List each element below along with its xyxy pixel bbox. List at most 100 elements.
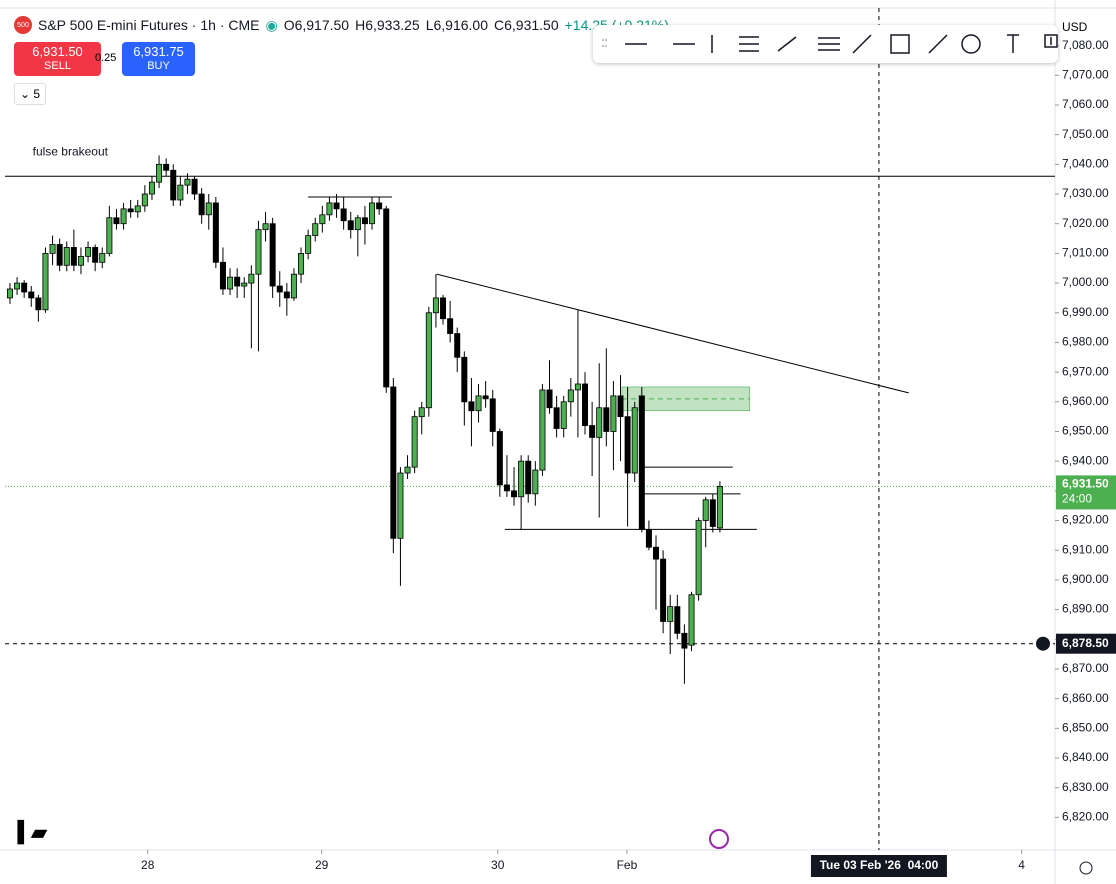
symbol-title[interactable]: S&P 500 E-mini Futures · 1h · CME [38,17,260,33]
y-tick-label: 6,920.00 [1062,513,1109,527]
candle-body [70,247,77,266]
y-tick-label: 7,080.00 [1062,38,1109,52]
low: L6,916.00 [425,17,488,33]
candle-body [560,401,567,429]
y-tick-label: 7,010.00 [1062,246,1109,260]
currency[interactable]: USD [1062,20,1088,34]
plot-area [5,10,1055,850]
x-tick-label: Feb [617,858,638,872]
y-tick-label: 6,840.00 [1062,750,1109,764]
candle-body [42,252,49,311]
candle-body [134,205,141,213]
candle-body [667,606,674,622]
candle-body [354,217,361,231]
candle-body [219,261,226,290]
sell-price: 6,931.50 [32,44,83,59]
drawing-toolbar [593,25,1058,63]
candle-body [234,276,241,287]
candle-body [92,247,99,263]
candle-body [660,558,667,622]
candle-body [127,208,134,213]
annotation: fulse brakeout [33,145,109,159]
candle-body [255,229,262,275]
candle-body [468,401,475,412]
candle-body [461,356,468,403]
candle-body [489,398,496,432]
candle-body [539,389,546,471]
candle-body [404,466,411,474]
y-tick-label: 6,850.00 [1062,720,1109,734]
candle-body [113,217,120,225]
candle-body [603,407,610,432]
candle-body [333,202,340,210]
market-status: ◉ [265,16,278,33]
candle-body [184,178,191,186]
candle-body [518,460,525,498]
candle-body [709,499,716,527]
candle-body [511,490,518,498]
crosshair-y-label-bg [1056,633,1116,654]
sell-button[interactable]: 6,931.50 SELL [14,42,101,76]
candle-body [361,217,368,225]
candle-body [340,208,347,222]
countdown-label: 24:00 [1062,492,1092,506]
candle-body [532,469,539,495]
y-tick-label: 6,990.00 [1062,305,1109,319]
candle-body [28,291,35,299]
candle-body [198,193,205,216]
candle-body [6,288,13,299]
candle-body [77,255,84,266]
y-tick-label: 7,040.00 [1062,157,1109,171]
candle-body [177,184,184,201]
settings-icon [1079,861,1093,875]
candle-body [14,282,21,290]
x-tick-label: 4 [1018,858,1025,872]
candle-body [312,223,319,236]
y-tick-label: 7,030.00 [1062,186,1109,200]
candle-body [610,395,617,432]
candle-body [298,252,305,275]
symbol-logo: 500 [14,16,32,34]
candle-body [482,395,489,400]
candle-body [212,202,219,263]
candle-body [716,485,723,529]
crosshair-y-label: 6,878.50 [1062,636,1109,650]
candle-body [148,181,155,195]
buy-button[interactable]: 6,931.75 BUY [122,42,195,76]
candle-body [653,546,660,560]
candle-body [681,632,688,649]
y-tick-label: 6,890.00 [1062,602,1109,616]
candle-body [425,312,432,409]
y-tick-label: 7,070.00 [1062,67,1109,81]
candle-body [702,499,709,521]
last-price-label: 6,931.50 [1062,477,1109,491]
candle-body [170,169,177,201]
y-tick-label: 6,830.00 [1062,780,1109,794]
candle-body [63,247,70,266]
quantity[interactable]: ⌄ 5 [14,83,46,105]
candle-body [496,431,503,486]
candle-body [262,223,269,231]
add-alert-button [1036,636,1050,651]
high: H6,933.25 [355,17,420,33]
candle-body [290,273,297,299]
candle-body [21,282,28,293]
x-tick-label: 28 [141,858,155,872]
crosshair-x-label: Tue 03 Feb '26 04:00 [820,858,939,872]
y-tick-label: 6,860.00 [1062,691,1109,705]
candle-body [688,594,695,646]
candle-body [475,395,482,412]
candle-body [319,214,326,225]
y-tick-label: 6,980.00 [1062,335,1109,349]
candle-body [376,202,383,210]
candle-body [241,282,248,287]
candle-body [397,472,404,539]
candle-body [163,163,170,171]
candle-body [283,291,290,299]
candle-body [305,235,312,254]
y-tick-label: 7,020.00 [1062,216,1109,230]
candle-body [56,244,63,266]
spread: 0.25 [95,52,117,64]
y-tick-label: 7,000.00 [1062,275,1109,289]
